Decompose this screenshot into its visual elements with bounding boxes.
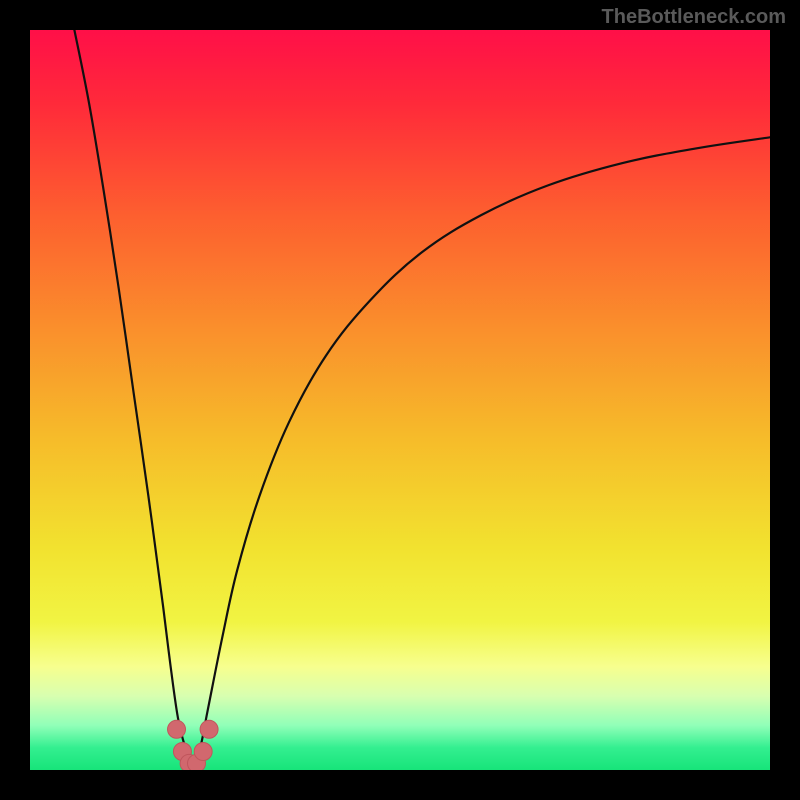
chart-svg xyxy=(30,30,770,770)
marker-point xyxy=(194,743,212,761)
marker-point xyxy=(168,720,186,738)
watermark-text: TheBottleneck.com xyxy=(602,6,786,29)
bottleneck-chart xyxy=(30,30,770,770)
marker-point xyxy=(200,720,218,738)
chart-background xyxy=(30,30,770,770)
